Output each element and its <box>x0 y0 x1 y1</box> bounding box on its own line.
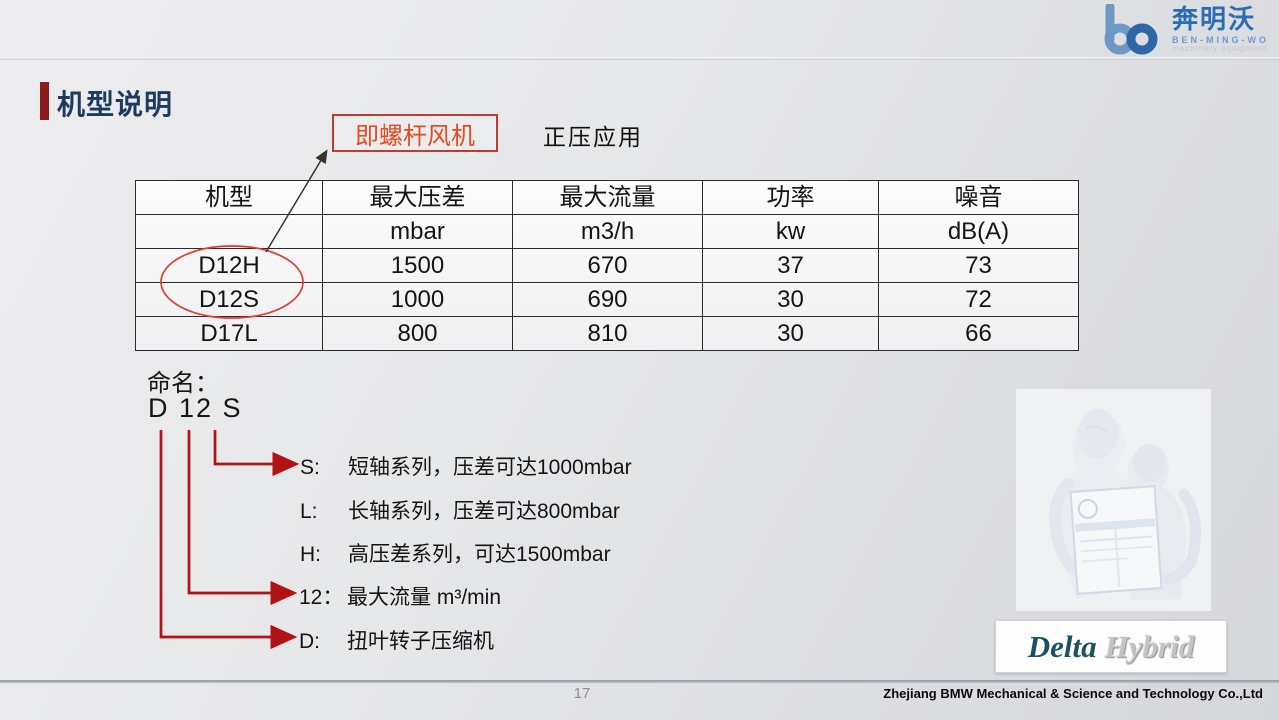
cell-model: D12S <box>135 282 323 317</box>
logo-text: 奔明沃 BEN-MING-WO machinery equipment <box>1172 6 1269 53</box>
page-title: 机型说明 <box>57 89 174 120</box>
naming-item-h: H: 高压差系列，可达1500mbar <box>300 538 611 568</box>
naming-desc: 扭叶转子压缩机 <box>347 630 494 653</box>
cell-pressure: 1000 <box>322 282 513 317</box>
cell-flow: 810 <box>512 316 703 351</box>
delta-hybrid-logo: Delta Hybrid <box>995 620 1227 673</box>
table-row: D12S 1000 690 30 72 <box>135 282 1079 317</box>
unit-model <box>135 214 323 249</box>
unit-kw: kw <box>702 214 879 249</box>
header-max-flow: 最大流量 <box>512 180 703 215</box>
arrow-s <box>213 430 300 477</box>
title-accent-bar <box>40 82 49 120</box>
unit-mbar: mbar <box>322 214 513 249</box>
spec-table: 机型 最大压差 最大流量 功率 噪音 mbar m3/h kw dB(A) D1… <box>135 180 1079 351</box>
naming-desc: 短轴系列，压差可达1000mbar <box>348 456 632 479</box>
cell-pressure: 1500 <box>322 248 513 283</box>
naming-item-s: S: 短轴系列，压差可达1000mbar <box>300 451 632 481</box>
positive-pressure-label: 正压应用 <box>543 124 643 150</box>
company-logo: 奔明沃 BEN-MING-WO machinery equipment <box>1101 4 1269 56</box>
brand-delta-text: Delta <box>1027 628 1097 664</box>
cell-power: 30 <box>702 316 879 351</box>
cell-noise: 72 <box>878 282 1079 317</box>
unit-m3h: m3/h <box>512 214 703 249</box>
footer-company-name: Zhejiang BMW Mechanical & Science and Te… <box>883 686 1263 701</box>
naming-key: 12： <box>299 586 344 609</box>
naming-item-12: 12： 最大流量 m³/min <box>299 581 501 611</box>
naming-desc: 最大流量 m³/min <box>347 586 501 609</box>
naming-key: D: <box>299 630 320 653</box>
cell-model: D17L <box>135 316 323 351</box>
logo-bo-icon <box>1104 4 1158 55</box>
robots-image <box>1016 389 1211 611</box>
cell-model: D12H <box>135 248 323 283</box>
naming-label: 命名： <box>147 370 219 397</box>
footer-divider <box>0 680 1279 683</box>
header-max-pressure: 最大压差 <box>322 180 513 215</box>
naming-code: D 12 S <box>148 393 243 423</box>
brand-hybrid-text: Hybrid <box>1104 628 1195 664</box>
arrow-d <box>159 430 298 650</box>
cell-noise: 73 <box>878 248 1079 283</box>
table-units-row: mbar m3/h kw dB(A) <box>135 214 1079 249</box>
arrow-12 <box>187 430 298 606</box>
logo-name-cn: 奔明沃 <box>1172 4 1257 35</box>
naming-desc: 长轴系列，压差可达800mbar <box>348 500 620 523</box>
logo-tagline: machinery equipment <box>1172 44 1268 54</box>
naming-desc: 高压差系列，可达1500mbar <box>348 543 611 566</box>
naming-key: L: <box>300 500 318 523</box>
page-number: 17 <box>573 685 591 702</box>
header-divider <box>0 57 1279 60</box>
logo-name-en: BEN-MING-WO <box>1172 34 1269 45</box>
naming-item-d: D: 扭叶转子压缩机 <box>299 625 494 655</box>
naming-item-l: L: 长轴系列，压差可达800mbar <box>300 495 620 525</box>
unit-dba: dB(A) <box>878 214 1079 249</box>
table-header-row: 机型 最大压差 最大流量 功率 噪音 <box>135 180 1079 215</box>
cell-pressure: 800 <box>322 316 513 351</box>
cell-noise: 66 <box>878 316 1079 351</box>
header-noise: 噪音 <box>878 180 1079 215</box>
table-row: D17L 800 810 30 66 <box>135 316 1079 351</box>
naming-key: H: <box>300 543 321 566</box>
naming-key: S: <box>300 456 320 479</box>
cell-flow: 670 <box>512 248 703 283</box>
callout-box: 即螺杆风机 <box>332 114 498 152</box>
cell-power: 37 <box>702 248 879 283</box>
table-row: D12H 1500 670 37 73 <box>135 248 1079 283</box>
cell-flow: 690 <box>512 282 703 317</box>
header-model: 机型 <box>135 180 323 215</box>
cell-power: 30 <box>702 282 879 317</box>
header-power: 功率 <box>702 180 879 215</box>
